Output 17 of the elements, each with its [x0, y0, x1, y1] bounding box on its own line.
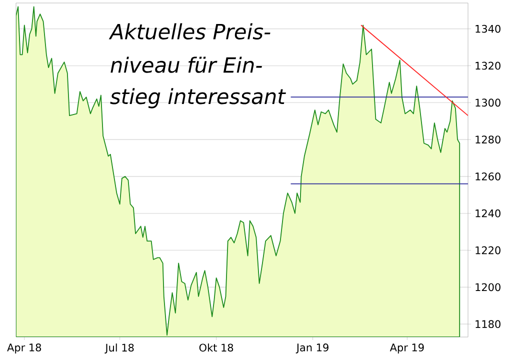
x-tick-label: Jan 19	[296, 344, 328, 354]
y-tick-label: 1240	[476, 209, 500, 218]
x-tick-label: Apr 19	[390, 344, 424, 354]
y-tick-label: 1320	[476, 62, 500, 70]
x-tick-label: Apr 18	[7, 344, 42, 354]
x-tick-label: Okt 18	[199, 344, 234, 352]
annotation: niveau für Ein-	[110, 56, 262, 73]
y-tick-label: 1340	[476, 24, 500, 33]
annotation: stieg interessant	[110, 88, 286, 108]
y-tick-label: 1200	[476, 283, 500, 292]
y-tick-label: 1180	[476, 320, 500, 328]
y-tick-label: 1260	[476, 172, 500, 180]
y-tick-label: 1280	[476, 136, 500, 144]
y-tick-label: 1220	[476, 246, 500, 254]
x-tick-label: Jul 18	[104, 344, 134, 354]
annotation: Aktuelles Preis-	[108, 23, 270, 40]
y-tick-label: 1300	[476, 98, 500, 107]
